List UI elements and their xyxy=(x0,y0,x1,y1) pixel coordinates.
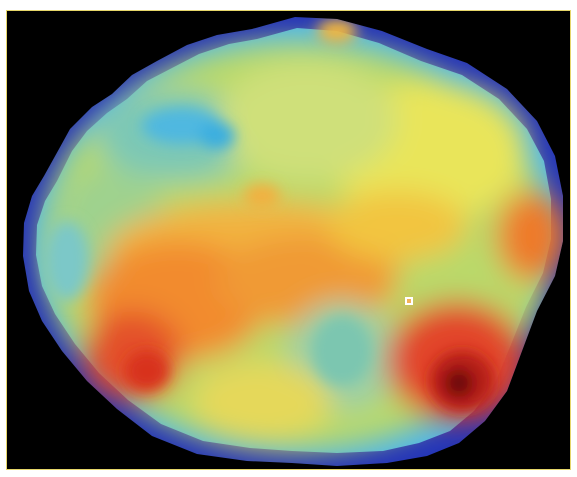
heatmap-image xyxy=(6,10,571,470)
teal-patch-bottom-center xyxy=(312,316,372,386)
yellow-orange-zone xyxy=(327,191,467,261)
heatmap-graphic xyxy=(23,17,563,466)
teal-patch-far-left xyxy=(45,221,89,301)
selection-marker xyxy=(405,297,413,305)
orange-patch-top xyxy=(317,19,357,43)
yellow-zone-top xyxy=(217,61,397,181)
red-patch-lower-left xyxy=(125,351,169,391)
red-zone-lower-left xyxy=(82,311,182,401)
orange-patch-top-center xyxy=(244,184,280,208)
yellow-zone-bottom xyxy=(192,361,332,441)
blue-patch-upper-left-2 xyxy=(199,122,235,150)
hotspot-center xyxy=(445,369,473,397)
orange-zone-right xyxy=(497,191,563,281)
